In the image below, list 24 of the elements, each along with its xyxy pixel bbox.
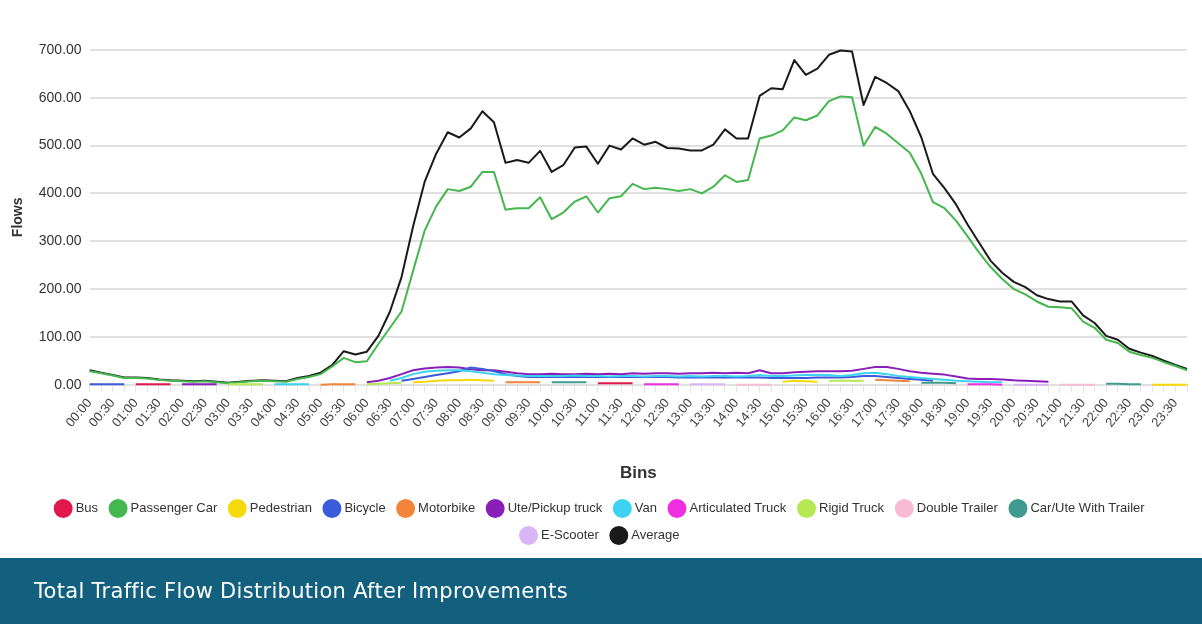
y-tick-label: 600.00 xyxy=(38,88,82,105)
legend-label: Car/Ute With Trailer xyxy=(1030,500,1146,516)
legend-label: Average xyxy=(631,527,680,543)
legend-label: Articulated Truck xyxy=(689,500,787,516)
legend-label: Ute/Pickup truck xyxy=(507,500,603,516)
y-tick-label: 300.00 xyxy=(38,232,82,249)
legend-label: Motorbike xyxy=(418,500,476,516)
y-tick-label: 500.00 xyxy=(38,136,82,153)
legend-label: Double Trailer xyxy=(916,500,999,516)
legend-label: Pedestrian xyxy=(249,500,312,516)
x-axis-title: Bins xyxy=(619,463,657,483)
y-axis-title: Flows xyxy=(9,197,26,238)
legend-label: Passenger Car xyxy=(130,500,218,516)
y-tick-label: 400.00 xyxy=(38,184,82,201)
y-tick-label: 700.00 xyxy=(38,40,82,57)
legend-label: Rigid Truck xyxy=(819,500,885,516)
legend-label: Bus xyxy=(75,500,99,516)
y-tick-label: 0.00 xyxy=(54,375,82,392)
legend-label: E-Scooter xyxy=(541,527,600,543)
legend-label: Van xyxy=(634,500,657,516)
legend-label: Bicycle xyxy=(344,500,386,516)
text: Total Traffic Flow Distribution After Improvements xyxy=(0,558,1202,624)
y-tick-label: 200.00 xyxy=(38,279,82,296)
y-tick-label: 100.00 xyxy=(38,327,82,344)
